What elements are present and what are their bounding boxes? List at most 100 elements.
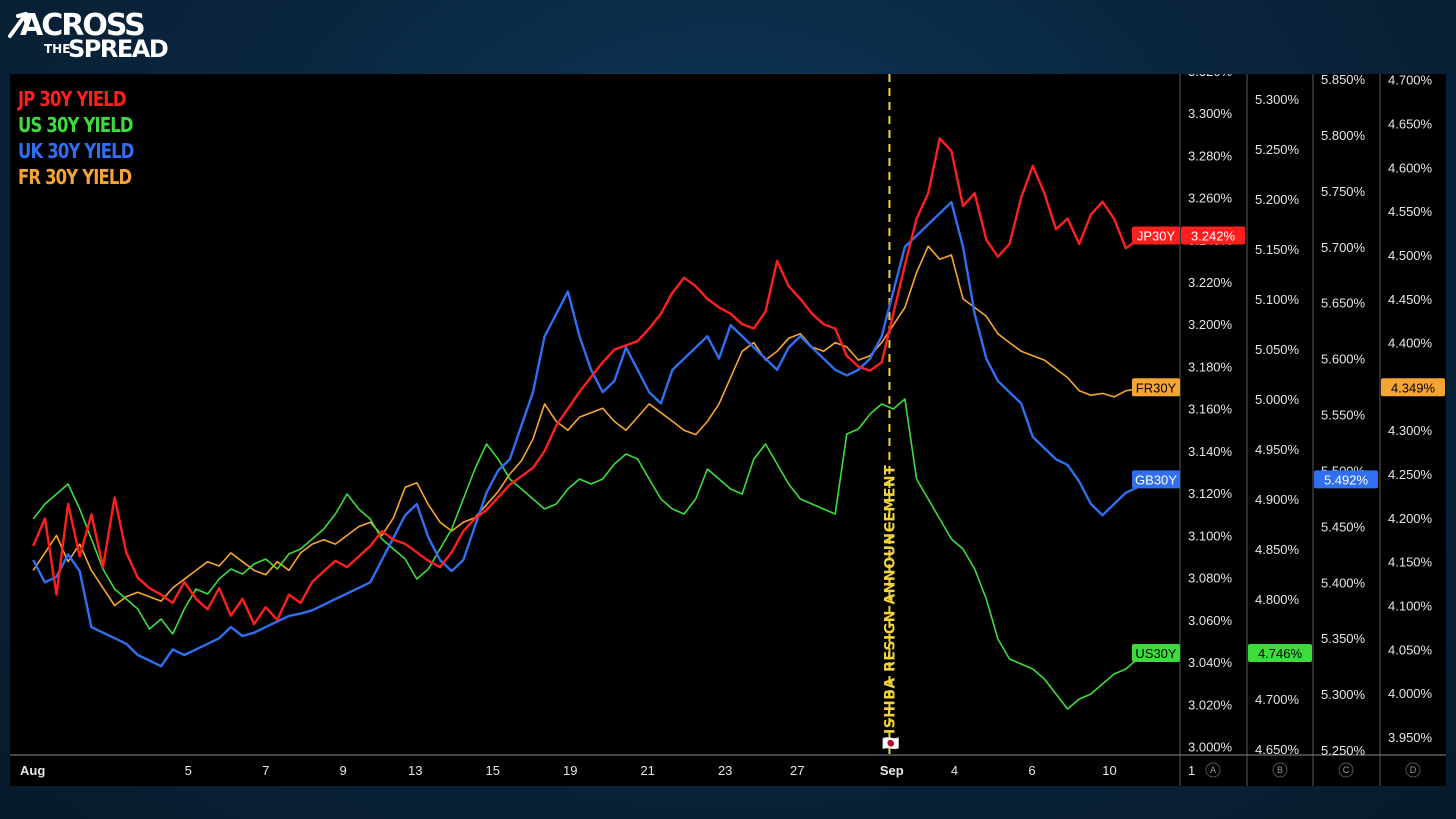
y-tick-label: 4.000% (1388, 686, 1433, 701)
axis-id-label: D (1410, 765, 1417, 775)
series-value-tag (1314, 470, 1378, 489)
y-tick-label: 4.700% (1255, 692, 1300, 707)
y-tick-label: 3.220% (1188, 275, 1233, 290)
y-tick-label: 3.000% (1188, 740, 1233, 755)
y-tick-label: 4.200% (1388, 511, 1433, 526)
legend-entry-jp: JP 30Y YIELD (18, 87, 126, 111)
series-name-tag (1132, 378, 1180, 397)
series-line-us30y (32, 398, 1150, 710)
series-line-gb30y (32, 200, 1150, 668)
series-value-tag (1248, 644, 1312, 662)
y-tick-label: 5.050% (1255, 342, 1300, 357)
axis-id-label: A (1210, 765, 1216, 775)
y-tick-label: 3.260% (1188, 191, 1233, 206)
series-value-label: 4.349% (1391, 380, 1436, 395)
x-tick-label: 27 (790, 763, 804, 778)
axis-id-label: B (1277, 765, 1283, 775)
y-tick-label: 3.300% (1188, 106, 1233, 121)
x-tick-label: 9 (340, 763, 347, 778)
x-tick-label: 13 (408, 763, 422, 778)
brand-spread: SPREAD (68, 35, 169, 63)
arrow-icon (8, 12, 28, 38)
y-tick-label: 5.650% (1321, 296, 1366, 311)
yield-chart: 3.000% 3.020% 3.040% 3.060% 3.080% 3.100% 3.12… (10, 74, 1446, 786)
y-tick-label: 4.600% (1388, 160, 1433, 175)
y-tick-label: 4.700% (1388, 74, 1433, 88)
y-tick-label: 5.000% (1255, 392, 1300, 407)
y-tick-label: 5.400% (1321, 575, 1366, 590)
x-tick-label: 21 (640, 763, 654, 778)
y-tick-label: 4.800% (1255, 592, 1300, 607)
y-tick-label: 5.100% (1255, 292, 1300, 307)
x-tick-label: 10 (1102, 763, 1116, 778)
series-name-label: JP30Y (1137, 229, 1176, 244)
y-tick-label: 5.350% (1321, 631, 1366, 646)
y-tick-label: 3.160% (1188, 402, 1233, 417)
x-tick-label: 5 (185, 763, 192, 778)
y-tick-label: 4.250% (1388, 467, 1433, 482)
series-value-label: 4.746% (1258, 646, 1303, 661)
y-tick-label: 3.320% (1188, 74, 1233, 79)
y-tick-label: 3.020% (1188, 697, 1233, 712)
y-tick-label: 5.600% (1321, 352, 1366, 367)
y-tick-label: 5.200% (1255, 192, 1300, 207)
y-tick-label: 3.040% (1188, 655, 1233, 670)
x-tick-label: 7 (262, 763, 269, 778)
y-tick-label: 3.140% (1188, 444, 1233, 459)
y-tick-label: 5.450% (1321, 519, 1366, 534)
y-tick-label: 3.100% (1188, 528, 1233, 543)
y-tick-label: 3.280% (1188, 148, 1233, 163)
event-annotation: ISHIBA RESIGN ANNOUNCEMENT (882, 465, 898, 734)
y-tick-label: 5.750% (1321, 184, 1366, 199)
axis-id-badge (1205, 762, 1221, 778)
x-tick-label: 23 (718, 763, 732, 778)
y-tick-label: 5.800% (1321, 128, 1366, 143)
brand-logo: ACROSS THE SPREAD (4, 2, 169, 66)
y-tick-label: 4.150% (1388, 555, 1433, 570)
y-tick-label: 5.850% (1321, 74, 1366, 87)
y-tick-label: 3.180% (1188, 359, 1233, 374)
y-tick-label: 5.300% (1255, 92, 1300, 107)
series-value-label: 5.492% (1324, 472, 1369, 487)
series-name-tag (1132, 644, 1180, 662)
series-value-tag (1381, 378, 1445, 397)
series-name-label: US30Y (1135, 646, 1177, 661)
y-tick-label: 5.700% (1321, 240, 1366, 255)
axis-id-label: C (1343, 765, 1350, 775)
x-tick-label: 4 (951, 763, 958, 778)
series-line-jp30y (32, 137, 1150, 626)
y-tick-label: 4.300% (1388, 423, 1433, 438)
y-tick-label: 5.250% (1321, 743, 1366, 758)
y-tick-label: 3.120% (1188, 486, 1233, 501)
y-tick-label: 3.950% (1388, 730, 1433, 745)
y-tick-label: 4.050% (1388, 642, 1433, 657)
y-tick-label: 4.400% (1388, 336, 1433, 351)
series-line-fr30y (32, 245, 1150, 607)
x-tick-label: 6 (1028, 763, 1035, 778)
chart-canvas: 3.000% 3.020% 3.040% 3.060% 3.080% 3.100% 3.12… (10, 74, 1446, 786)
axis-id-badge (1338, 762, 1354, 778)
y-tick-label: 4.850% (1255, 542, 1300, 557)
x-tick-label: 19 (563, 763, 577, 778)
y-tick-label: 4.650% (1255, 742, 1300, 757)
series-value-tag (1181, 226, 1245, 245)
legend-entry-fr: FR 30Y YIELD (18, 165, 132, 189)
series-value-label: 3.242% (1191, 229, 1236, 244)
y-tick-label: 5.300% (1321, 687, 1366, 702)
axis-id-badge (1272, 762, 1288, 778)
series-name-label: FR30Y (1136, 380, 1177, 395)
legend-entry-uk: UK 30Y YIELD (18, 139, 134, 163)
y-tick-label: 4.550% (1388, 204, 1433, 219)
flag-icon: 🇯🇵 (882, 736, 900, 752)
brand-the: THE (44, 42, 71, 56)
y-tick-label: 4.950% (1255, 442, 1300, 457)
legend-entry-us: US 30Y YIELD (18, 113, 133, 137)
y-tick-label: 5.250% (1255, 142, 1300, 157)
chart-legend: JP 30Y YIELD US 30Y YIELD UK 30Y YIELD F… (18, 86, 159, 190)
series-name-label: GB30Y (1135, 472, 1177, 487)
x-tick-label: Sep (880, 763, 904, 778)
y-tick-label: 4.100% (1388, 598, 1433, 613)
series-name-tag (1132, 470, 1180, 489)
y-tick-label: 3.200% (1188, 317, 1233, 332)
series-name-tag (1132, 226, 1180, 245)
